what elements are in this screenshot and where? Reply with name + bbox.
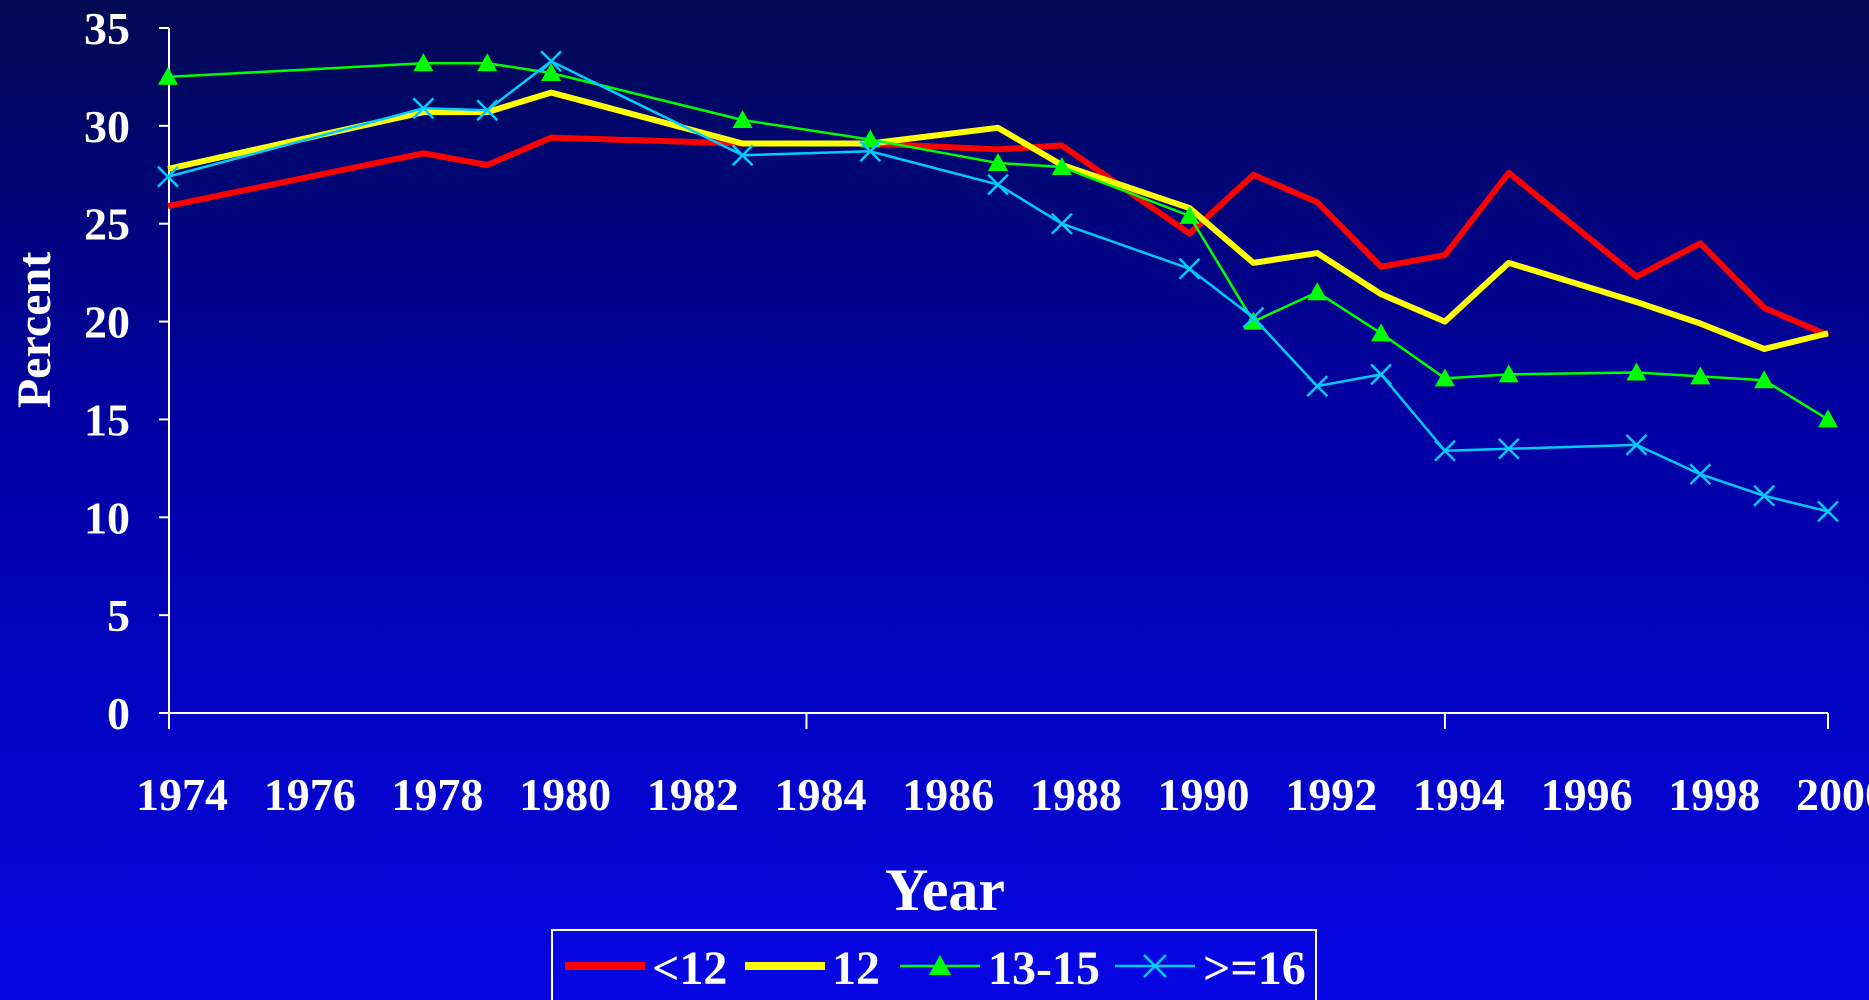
legend-label: >=16 <box>1203 942 1306 995</box>
y-tick-label: 20 <box>84 297 130 348</box>
x-marker <box>1497 437 1520 460</box>
y-tick-label: 5 <box>107 590 130 641</box>
triangle-marker <box>1243 311 1264 330</box>
series-1 <box>167 89 1829 352</box>
x-tick-label: 1994 <box>1413 769 1505 820</box>
y-tick-label: 15 <box>84 394 130 445</box>
triangle-marker <box>413 53 434 72</box>
axes: 0 5 10 15 20 25 30 35 1974 1976 1978 1980 1982 1984 19… <box>84 3 1869 820</box>
x-tick-label: 1996 <box>1541 769 1633 820</box>
x-tick-label: 1978 <box>391 769 483 820</box>
triangle-marker <box>1371 323 1392 342</box>
x-marker <box>1817 500 1839 523</box>
x-marker <box>987 173 1009 196</box>
series-3 <box>157 50 1839 523</box>
x-marker <box>1753 484 1776 507</box>
x-marker <box>1434 439 1456 462</box>
x-tick-label: 1988 <box>1030 769 1122 820</box>
y-tick-label: 10 <box>84 492 130 543</box>
triangle-marker <box>732 109 753 128</box>
x-tick-label: 1980 <box>519 769 611 820</box>
y-tick-label: 0 <box>107 688 130 739</box>
x-axis-label: Year <box>885 857 1005 923</box>
triangle-marker <box>1051 156 1072 175</box>
x-icon <box>1143 954 1167 978</box>
triangle-marker <box>1498 364 1519 383</box>
y-tick-label: 35 <box>84 3 130 54</box>
x-marker <box>1370 363 1392 386</box>
x-marker <box>1306 375 1329 398</box>
x-marker <box>412 97 435 120</box>
triangle-marker <box>860 129 881 148</box>
series-line <box>167 89 1829 352</box>
triangle-marker <box>1626 362 1647 381</box>
series-line <box>167 134 1830 339</box>
legend-item: <12 <box>565 942 727 995</box>
triangle-marker <box>477 53 498 72</box>
x-marker <box>540 50 562 73</box>
x-marker <box>1242 306 1265 329</box>
legend-item: >=16 <box>1115 942 1306 995</box>
x-tick-label: 1974 <box>136 769 228 820</box>
plot-area <box>157 50 1839 523</box>
x-tick-label: 2000 <box>1796 769 1869 820</box>
x-tick-label: 1992 <box>1285 769 1377 820</box>
legend-label: <12 <box>652 942 727 995</box>
y-tick-label: 25 <box>84 199 130 250</box>
x-marker <box>1050 212 1073 235</box>
x-tick-label: 1990 <box>1158 769 1250 820</box>
x-marker <box>859 140 882 163</box>
series-line <box>167 61 1829 421</box>
triangle-marker <box>988 153 1008 172</box>
legend-label: 13-15 <box>988 942 1100 995</box>
x-tick-label: 1986 <box>902 769 994 820</box>
legend-item: 12 <box>745 942 880 995</box>
x-marker <box>731 144 754 167</box>
triangle-marker <box>1690 366 1711 385</box>
series-line <box>167 60 1829 513</box>
triangle-marker <box>1434 368 1455 387</box>
legend: <12 12 13-15 >=16 <box>551 929 1317 1000</box>
x-marker <box>1625 433 1648 456</box>
x-marker <box>476 99 499 122</box>
series-0 <box>167 134 1830 339</box>
triangle-icon <box>929 955 951 975</box>
x-tick-label: 1982 <box>647 769 739 820</box>
triangle-marker <box>1754 370 1775 389</box>
y-tick-label: 30 <box>84 101 130 152</box>
x-tick-label: 1984 <box>774 769 866 820</box>
triangle-marker <box>541 63 562 82</box>
legend-item: 13-15 <box>900 942 1100 995</box>
legend-box <box>551 929 1317 1000</box>
x-tick-label: 1998 <box>1668 769 1760 820</box>
triangle-marker <box>158 66 178 85</box>
y-axis-label: Percent <box>8 252 61 408</box>
legend-label: 12 <box>832 942 880 995</box>
x-marker <box>1178 257 1201 280</box>
triangle-marker <box>1818 409 1838 428</box>
triangle-marker <box>1307 282 1328 301</box>
x-marker <box>1689 463 1712 486</box>
triangle-marker <box>1179 205 1200 224</box>
x-marker <box>157 165 179 188</box>
series-2 <box>158 53 1838 428</box>
x-tick-label: 1976 <box>264 769 356 820</box>
